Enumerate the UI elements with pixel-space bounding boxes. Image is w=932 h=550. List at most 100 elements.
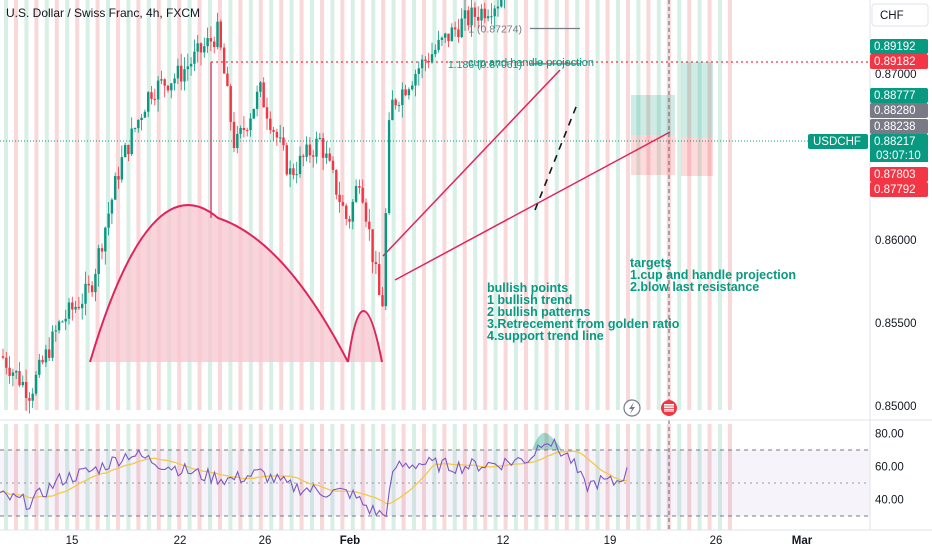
stripe (728, 424, 732, 530)
bullish-points-annotation[interactable]: bullish points 1 bullish trend 2 bullish… (487, 281, 680, 343)
stripe (106, 424, 110, 530)
countdown-label: 03:07:10 (876, 150, 921, 162)
candle-body (133, 128, 137, 130)
projection-label: cup and handle projection (468, 57, 594, 69)
price-tag (870, 119, 928, 134)
candle-body (18, 371, 21, 386)
price-tags: 0.89192 0.89182 0.88777 0.88280 0.88238 0.882… (808, 39, 928, 197)
candle-body (371, 229, 374, 263)
stripe (320, 0, 324, 410)
stripe (554, 424, 559, 530)
stripe (24, 424, 29, 530)
candle-body (54, 330, 57, 332)
candle-body (97, 248, 100, 275)
price-tag-label: 0.88238 (874, 121, 916, 133)
candle-body (74, 306, 77, 310)
targets-line-1: 1.cup and handle projection (630, 268, 796, 282)
candle-body (196, 43, 199, 52)
candle-body (239, 128, 242, 134)
candle-body (127, 144, 130, 155)
candle-body (486, 16, 490, 19)
stripe (564, 0, 569, 410)
candle-body (338, 194, 341, 203)
stripe (605, 0, 610, 410)
stripe (371, 0, 376, 410)
candle-body (123, 144, 127, 158)
candle-body (226, 73, 229, 87)
candle-body (473, 7, 477, 17)
stripe (473, 0, 478, 410)
candle-body (331, 160, 335, 170)
time-axis[interactable]: 15 22 26 Feb 12 19 26 Mar (66, 535, 813, 547)
candle-body (424, 59, 427, 61)
candle-body (206, 38, 209, 47)
stripe (442, 424, 447, 530)
stripe (605, 424, 610, 530)
lightning-icon[interactable] (623, 399, 641, 417)
price-tag-label: 0.89182 (874, 56, 916, 68)
stripe (483, 424, 488, 530)
target1-profit-zone (631, 95, 675, 135)
candle-body (328, 153, 331, 161)
candle-body (272, 130, 275, 132)
candle-body (467, 10, 470, 26)
stripe (85, 0, 90, 410)
candle-body (308, 144, 312, 156)
candle-body (28, 398, 31, 401)
flag-icon[interactable] (661, 400, 677, 416)
stripe (156, 424, 161, 530)
candle-body (305, 144, 308, 157)
candle-body (321, 138, 325, 158)
candle-body (242, 128, 246, 130)
stripe (54, 0, 59, 410)
stripe (646, 424, 651, 530)
stripe (707, 0, 712, 410)
stripe (707, 424, 712, 530)
handle-outline (347, 310, 383, 363)
stripe (575, 424, 580, 530)
stripe (330, 424, 335, 530)
candle-body (77, 306, 81, 309)
candle-body (104, 227, 107, 252)
time-tick-label: Mar (792, 535, 813, 547)
candle-body (411, 85, 414, 90)
candle-body (173, 78, 176, 84)
stripe (462, 424, 467, 530)
rsi-axis[interactable]: 80.00 60.00 40.00 (875, 429, 904, 507)
stripe (432, 424, 437, 530)
price-tag-label: 0.88777 (874, 90, 916, 102)
stripe (677, 424, 682, 530)
chart-title[interactable]: U.S. Dollar / Swiss Franc, 4h, FXCM (6, 6, 200, 20)
candle-body (477, 16, 480, 21)
stripe (381, 0, 386, 410)
price-tag-label: 0.88280 (874, 105, 916, 117)
price-tick-label: 0.86000 (875, 235, 917, 247)
stripe (44, 424, 49, 530)
candle-body (358, 186, 361, 188)
candle-body (285, 145, 288, 175)
stripe (544, 0, 549, 410)
target1-loss-zone (631, 135, 675, 175)
stripe (248, 424, 253, 530)
stripe (187, 424, 192, 530)
cup-outline (89, 204, 349, 363)
stripe (258, 0, 263, 410)
candle-body (48, 349, 51, 358)
stripe (218, 0, 222, 410)
stripe (228, 0, 233, 410)
stripe (279, 424, 284, 530)
price-tag (870, 134, 928, 149)
price-tag-label: 0.89192 (874, 41, 916, 53)
candle-body (163, 79, 166, 86)
stripe (350, 424, 355, 530)
candle-body (114, 176, 117, 200)
candle-body (450, 27, 453, 42)
currency-selector[interactable]: CHF (871, 3, 929, 27)
candle-body (147, 92, 150, 112)
candle-body (364, 202, 368, 222)
stripe (360, 0, 365, 410)
symbol-tag-label: USDCHF (813, 136, 861, 148)
targets-annotation[interactable]: targets 1.cup and handle projection 2.bl… (630, 256, 796, 294)
